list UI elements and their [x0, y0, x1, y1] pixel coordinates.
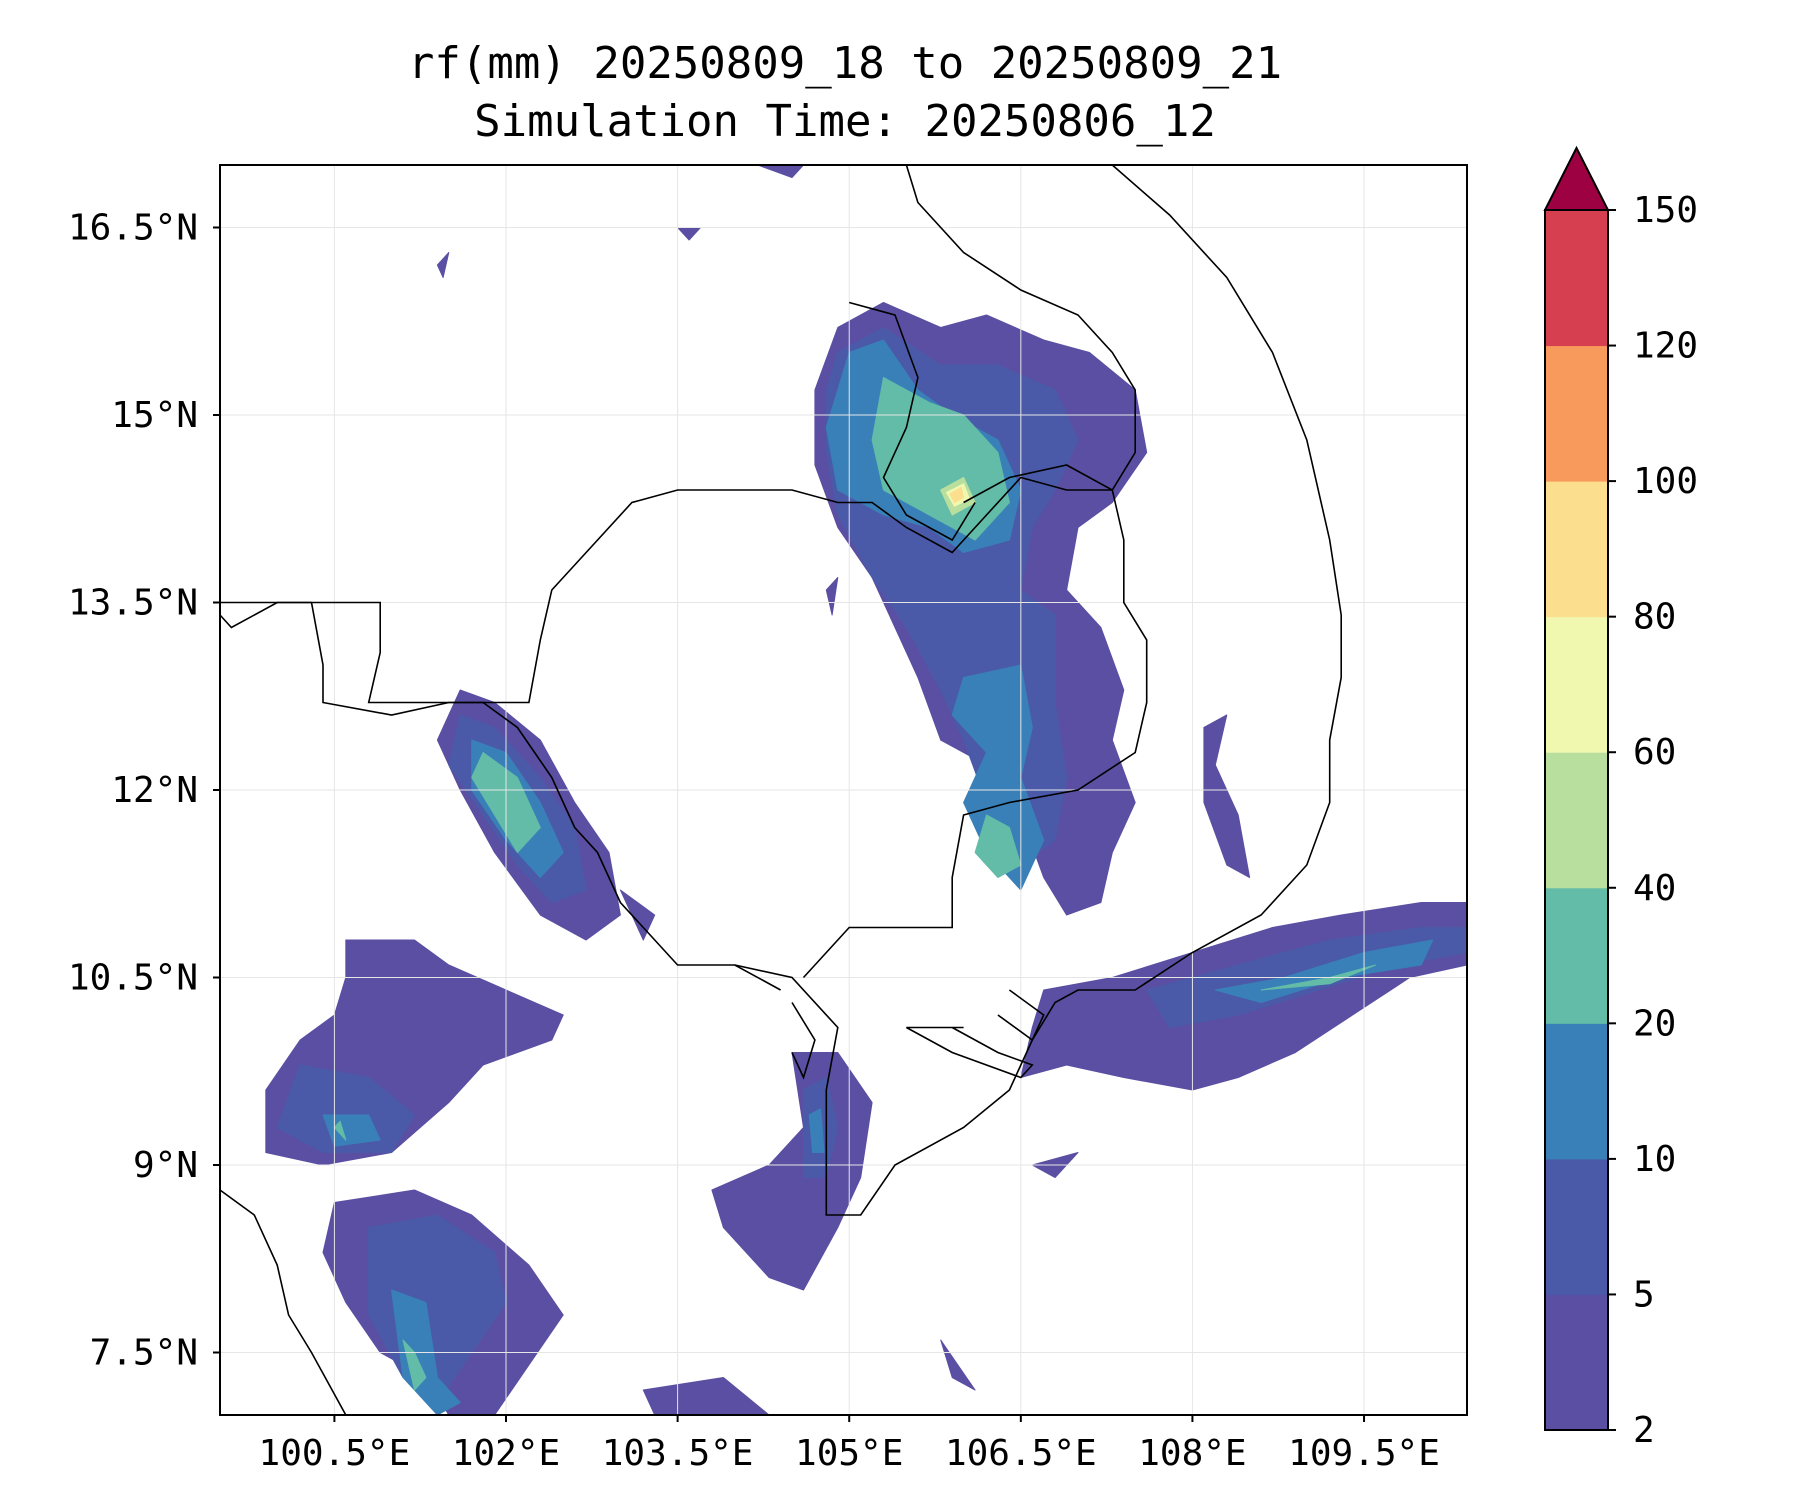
rain-contour: [322, 1114, 381, 1147]
lon-tick-label: 105°E: [795, 1433, 903, 1474]
rain-contour: [1214, 939, 1434, 1003]
lon-tick-label: 102°E: [452, 1433, 560, 1474]
colorbar-tick-label: 120: [1633, 326, 1698, 367]
rain-contour: [677, 227, 701, 241]
colorbar-segment: [1545, 752, 1608, 889]
colorbar-segment: [1545, 210, 1608, 347]
colorbar-tick-label: 60: [1633, 732, 1676, 773]
colorbar-tick-label: 20: [1633, 1003, 1676, 1044]
colorbar-tick-label: 5: [1633, 1274, 1655, 1315]
coastline-segment: [802, 464, 1148, 979]
rain-contour: [1260, 964, 1376, 991]
colorbar-tick-label: 10: [1633, 1139, 1676, 1180]
colorbar-segment: [1545, 481, 1608, 618]
coastline-segment: [848, 301, 976, 542]
lat-tick-label: 16.5°N: [68, 208, 198, 249]
colorbar: 2 5 10 20 40 60 80 100 120 150: [1543, 145, 1698, 1451]
coastline-segment: [906, 1026, 1034, 1079]
lat-tick-label: 9°N: [133, 1145, 198, 1186]
rain-contour: [949, 487, 965, 503]
colorbar-extend-arrow: [1543, 145, 1610, 211]
lon-tick-label: 109.5°E: [1288, 1433, 1440, 1474]
figure-subtitle: Simulation Time: 20250806_12: [474, 96, 1216, 147]
rain-contour: [871, 377, 1010, 541]
rain-contour: [757, 165, 804, 178]
coastline-segment: [220, 476, 1113, 716]
coastline-segment: [220, 1189, 347, 1415]
colorbar-frame: [1544, 209, 1609, 1431]
colorbar-tick-label: 40: [1633, 868, 1676, 909]
colorbar-tick-label: 150: [1633, 190, 1698, 231]
figure-title: rf(mm) 20250809_18 to 20250809_21: [407, 38, 1283, 89]
rain-contour: [619, 889, 656, 941]
lon-axis: 100.5°E 102°E 103.5°E 105°E 106.5°E 108°E 109.…: [259, 1415, 1440, 1474]
lat-tick-label: 12°N: [111, 770, 198, 811]
coastline-segment: [791, 1002, 816, 1080]
rain-contour: [711, 1052, 873, 1291]
rain-contour: [940, 1339, 976, 1391]
rain-contour: [974, 814, 1022, 878]
colorbar-segment: [1545, 616, 1608, 753]
rain-contour: [333, 1120, 347, 1141]
lon-tick-label: 108°E: [1138, 1433, 1246, 1474]
rain-contour: [825, 577, 839, 616]
lat-tick-label: 10.5°N: [68, 958, 198, 999]
lat-axis: 16.5°N 15°N 13.5°N 12°N 10.5°N 9°N 7.5°N: [68, 208, 220, 1374]
lat-tick-label: 15°N: [111, 395, 198, 436]
colorbar-segment: [1545, 1023, 1608, 1160]
rain-contour: [1203, 714, 1251, 878]
coastline-segment: [734, 165, 1342, 1216]
lon-tick-label: 103.5°E: [602, 1433, 754, 1474]
coastlines-and-borders: [220, 165, 1342, 1415]
coastline-segment: [905, 165, 1136, 491]
colorbar-tick-label: 2: [1633, 1410, 1655, 1451]
colorbar-tick-label: 80: [1633, 597, 1676, 638]
colorbar-segment: [1545, 345, 1608, 482]
colorbar-tick-label: 100: [1633, 461, 1698, 502]
rain-contour: [808, 1108, 825, 1153]
coastline-segment: [220, 601, 781, 991]
lon-tick-label: 106.5°E: [945, 1433, 1097, 1474]
colorbar-segment: [1545, 1158, 1608, 1295]
rain-contour: [642, 1377, 770, 1415]
lon-tick-label: 100.5°E: [259, 1433, 411, 1474]
colorbar-segment: [1545, 1294, 1608, 1431]
colorbar-segment: [1545, 887, 1608, 1024]
map-gridlines: [220, 165, 1467, 1415]
lat-tick-label: 7.5°N: [90, 1333, 198, 1374]
coastline-segment: [997, 989, 1045, 1042]
rain-contour: [436, 252, 450, 278]
rainfall-contours: [265, 165, 1467, 1415]
lat-tick-label: 13.5°N: [68, 583, 198, 624]
rain-contour: [276, 1064, 415, 1153]
